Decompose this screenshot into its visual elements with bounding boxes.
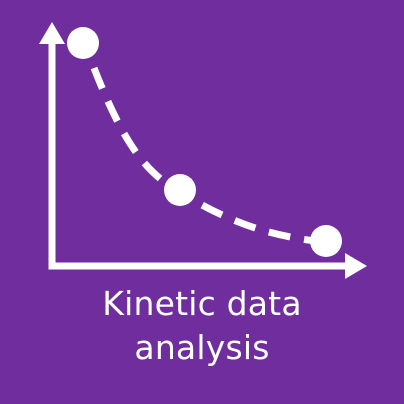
data-point bbox=[67, 27, 99, 59]
caption: Kinetic data analysis bbox=[0, 282, 404, 370]
data-point bbox=[164, 174, 196, 206]
x-axis-arrowhead bbox=[345, 253, 367, 279]
y-axis-arrowhead bbox=[39, 22, 65, 44]
caption-line-1: Kinetic data bbox=[102, 284, 302, 323]
axes bbox=[39, 22, 367, 279]
caption-line-2: analysis bbox=[134, 328, 270, 367]
data-point bbox=[310, 225, 342, 257]
